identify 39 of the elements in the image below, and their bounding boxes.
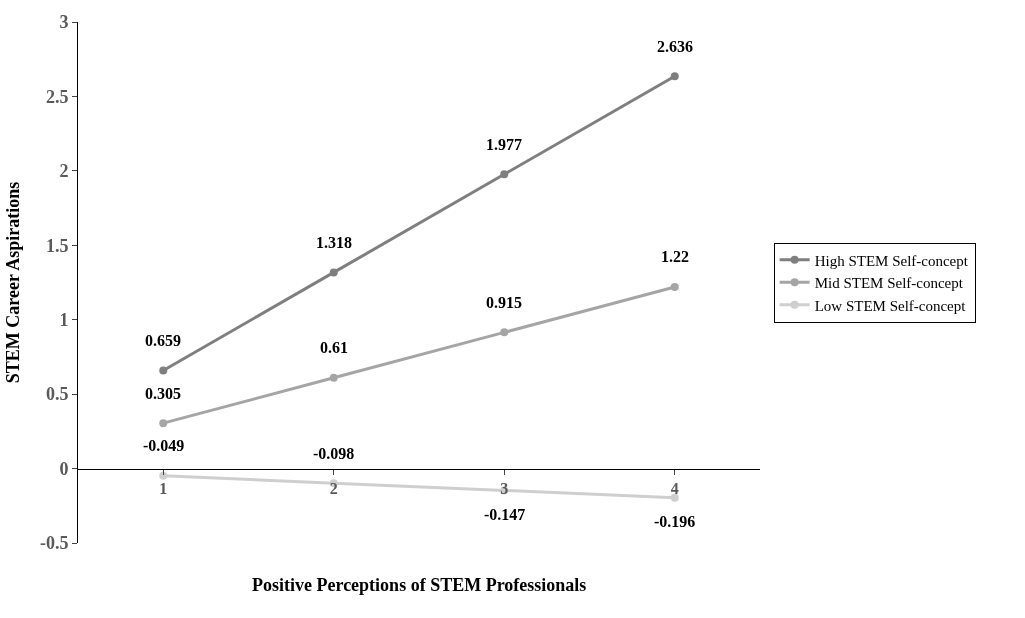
data-label: -0.049	[143, 437, 185, 454]
point	[500, 170, 509, 179]
data-label: 1.977	[486, 136, 522, 153]
legend-label: High STEM Self-concept	[814, 252, 969, 269]
y-tick-label: 0	[59, 458, 69, 479]
legend-label: Mid STEM Self-concept	[814, 275, 964, 292]
point	[159, 471, 168, 480]
data-label: 1.22	[661, 248, 689, 265]
data-label: 2.636	[657, 38, 693, 55]
point	[670, 282, 679, 291]
point	[500, 328, 509, 337]
y-tick-label: 2.5	[45, 86, 69, 107]
data-label: 1.318	[316, 234, 352, 251]
data-label: -0.196	[654, 513, 696, 530]
x-tick-label: 3	[500, 479, 509, 497]
point	[670, 493, 679, 502]
legend-label: Low STEM Self-concept	[814, 297, 967, 314]
data-label: 0.915	[486, 294, 522, 311]
x-axis-title: Positive Perceptions of STEM Professionals	[252, 575, 587, 595]
point	[159, 419, 168, 428]
data-label: 0.305	[145, 385, 181, 402]
y-tick-label: 0.5	[45, 384, 69, 405]
data-label: 0.61	[320, 339, 348, 356]
data-label: -0.147	[484, 506, 526, 523]
x-tick-label: 4	[670, 479, 679, 497]
y-tick-label: 2	[59, 161, 69, 182]
point	[329, 373, 338, 382]
x-tick-label: 2	[329, 479, 338, 497]
y-tick-label: 1	[59, 310, 69, 331]
point	[670, 72, 679, 81]
y-tick-label: 3	[59, 12, 69, 33]
data-label: 0.659	[145, 332, 181, 349]
y-tick-label: 1.5	[45, 235, 69, 256]
point	[159, 366, 168, 375]
x-tick-label: 1	[159, 479, 168, 497]
point	[329, 268, 338, 277]
y-axis-title: STEM Career Aspirations	[3, 181, 24, 384]
y-tick-label: -0.5	[39, 533, 69, 554]
data-label: -0.098	[313, 445, 355, 462]
